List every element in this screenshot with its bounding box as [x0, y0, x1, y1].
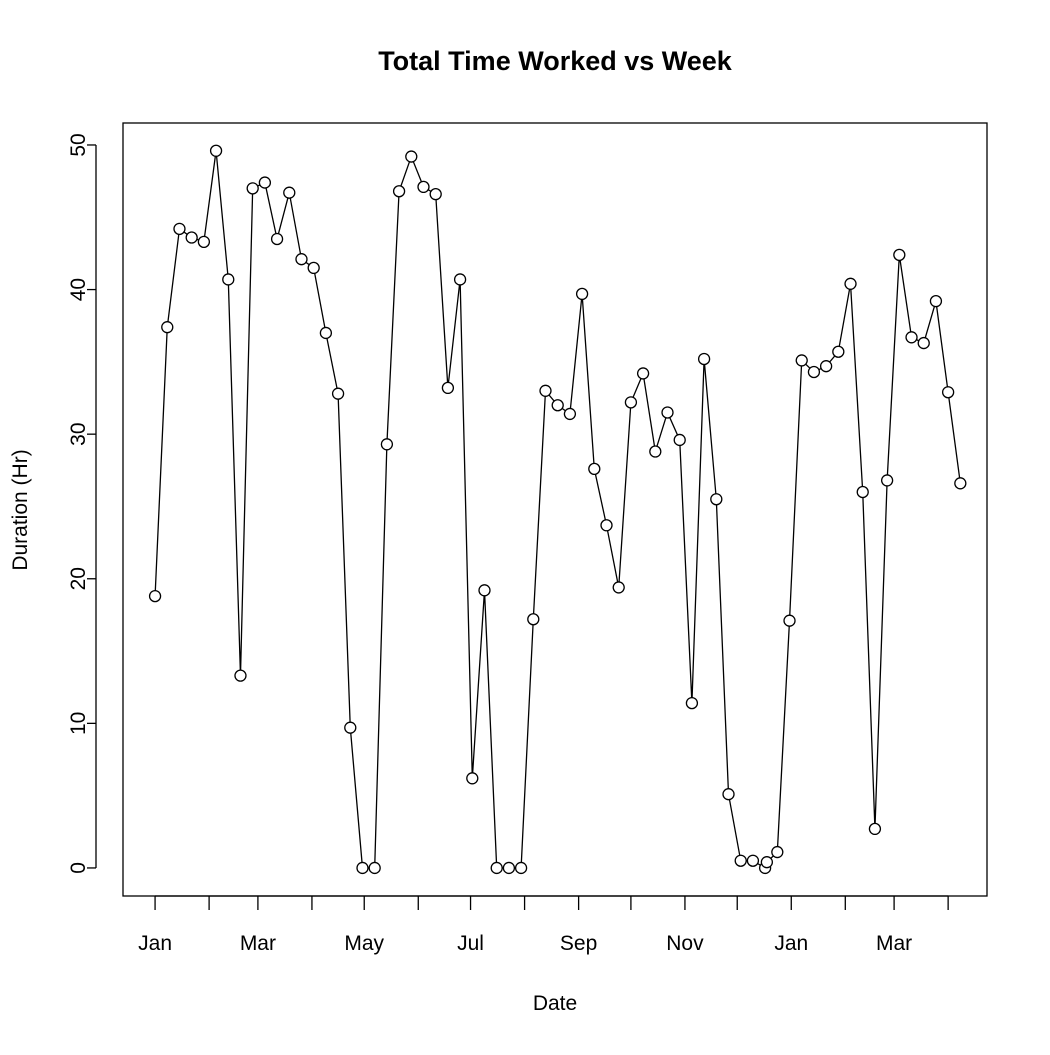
x-tick-label: Nov	[666, 932, 704, 955]
data-point	[807, 365, 821, 379]
data-point	[795, 354, 808, 367]
y-tick-label: 10	[67, 712, 90, 735]
data-point	[161, 321, 174, 334]
data-point	[527, 613, 540, 626]
data-point	[417, 180, 430, 194]
data-point	[392, 185, 406, 198]
data-point	[295, 253, 308, 266]
data-point	[380, 438, 394, 451]
data-point	[783, 614, 796, 627]
x-tick-label: Mar	[876, 932, 912, 955]
data-point	[844, 277, 857, 290]
chart-title: Total Time Worked vs Week	[378, 46, 733, 76]
data-point	[356, 861, 369, 875]
data-point	[893, 248, 906, 262]
data-point	[819, 360, 833, 373]
data-point	[760, 856, 774, 869]
data-point	[514, 861, 528, 875]
y-tick-label: 40	[67, 278, 90, 301]
data-point	[661, 406, 674, 419]
data-point	[722, 788, 735, 801]
data-point	[710, 493, 723, 506]
data-point	[734, 854, 747, 867]
x-tick-label: Sep	[560, 932, 597, 955]
data-point	[588, 462, 601, 476]
data-point	[771, 845, 784, 859]
data-point	[746, 854, 760, 867]
data-point	[929, 294, 943, 308]
data-point	[185, 231, 198, 244]
data-point	[478, 584, 491, 597]
data-point	[429, 187, 442, 201]
data-point	[258, 176, 272, 189]
data-point	[490, 861, 503, 875]
data-point	[868, 822, 882, 836]
data-point	[954, 477, 967, 490]
data-point	[551, 399, 564, 412]
data-point	[319, 326, 333, 340]
y-axis-label: Duration (Hr)	[9, 449, 32, 570]
data-point	[649, 445, 662, 458]
data-point	[685, 696, 699, 710]
data-point	[283, 186, 296, 199]
data-point	[209, 144, 223, 157]
data-point	[905, 331, 918, 344]
data-point	[917, 336, 930, 350]
data-point	[502, 861, 516, 875]
data-point	[636, 367, 650, 380]
data-point	[612, 581, 625, 594]
data-point	[539, 384, 552, 397]
y-tick-label: 0	[67, 862, 90, 874]
data-point	[466, 772, 479, 785]
data-point	[880, 474, 894, 487]
data-point	[197, 235, 211, 249]
data-point	[832, 345, 845, 358]
x-tick-label: May	[344, 932, 384, 955]
data-point	[173, 222, 186, 235]
data-point	[331, 387, 345, 400]
data-point	[575, 287, 589, 301]
data-point	[624, 396, 638, 409]
data-point	[368, 861, 381, 875]
data-point	[600, 519, 613, 532]
data-point	[246, 182, 259, 195]
data-point	[563, 407, 577, 421]
x-axis-label: Date	[533, 992, 577, 1015]
data-point	[307, 261, 320, 275]
data-point	[441, 381, 455, 395]
x-tick-label: Jan	[138, 932, 172, 955]
data-point	[673, 433, 686, 447]
y-tick-label: 20	[67, 567, 90, 590]
data-point	[222, 273, 235, 286]
data-point	[270, 232, 284, 246]
y-tick-label: 50	[67, 133, 90, 156]
x-tick-label: Jan	[774, 932, 808, 955]
x-tick-label: Mar	[240, 932, 276, 955]
data-point	[941, 386, 955, 399]
x-tick-label: Jul	[457, 932, 484, 955]
data-point	[234, 669, 247, 682]
data-point	[856, 485, 869, 499]
data-point	[148, 589, 162, 603]
data-point	[344, 721, 357, 734]
data-point	[697, 352, 711, 366]
data-point	[405, 150, 418, 163]
y-tick-label: 30	[67, 422, 90, 445]
data-point	[453, 273, 467, 286]
